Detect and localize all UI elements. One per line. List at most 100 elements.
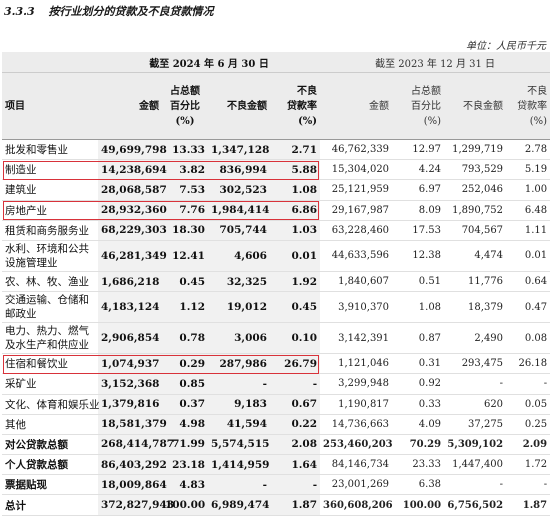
- cell-amount-current: 14,238,694: [98, 159, 167, 181]
- cell-share-prior: 4.09: [392, 414, 445, 435]
- cell-share-current: 23.18: [162, 454, 208, 476]
- cell-npl-amount-current: 5,574,515: [208, 433, 270, 456]
- cell-npl-rate-prior: 26.18: [506, 353, 551, 375]
- section-number: 3.3.3: [4, 5, 35, 18]
- header-npl-rate-line1: 不良: [527, 85, 548, 97]
- cell-npl-amount-prior: -: [444, 373, 507, 395]
- cell-share-current: 0.85: [162, 373, 208, 395]
- table-row: 制造业 14,238,694 3.82 836,994 5.88 15,304,020 4.…: [2, 159, 551, 181]
- cell-amount-current: 4,183,124: [98, 291, 162, 324]
- header-period-prior: 截至 2023 年 12 月 31 日: [320, 52, 551, 73]
- cell-npl-rate-prior: 0.08: [506, 322, 551, 355]
- cell-npl-rate-prior: 0.01: [506, 240, 551, 272]
- cell-npl-amount-current: 6,989,474: [208, 494, 270, 516]
- header-period-current: 截至 2024 年 6 月 30 日: [98, 52, 321, 73]
- cell-npl-amount-current: 1,414,959: [208, 454, 270, 476]
- cell-share-prior: 6.97: [392, 179, 445, 201]
- cell-npl-amount-prior: 1,447,400: [444, 454, 507, 476]
- cell-npl-rate-prior: -: [506, 373, 551, 395]
- cell-amount-current: 3,152,368: [98, 373, 162, 395]
- cell-amount-current: 49,699,798: [98, 139, 167, 161]
- header-npl-rate-unit: (%): [298, 115, 318, 127]
- row-label: 总计: [2, 494, 98, 516]
- cell-amount-prior: 15,304,020: [320, 159, 393, 181]
- cell-share-current: 7.53: [162, 179, 208, 201]
- cell-share-prior: 17.53: [392, 220, 445, 241]
- cell-npl-amount-current: 32,325: [208, 271, 270, 293]
- table-row: 住宿和餐饮业 1,074,937 0.29 287,986 26.79 1,121,046…: [2, 353, 551, 375]
- row-label: 个人贷款总额: [2, 454, 98, 476]
- cell-npl-rate-prior: 1.00: [506, 179, 551, 201]
- cell-amount-prior: 3,299,948: [320, 373, 393, 395]
- cell-npl-rate-prior: 2.09: [506, 433, 551, 456]
- header-share-unit: (%): [175, 115, 195, 127]
- cell-amount-prior: 29,167,987: [320, 200, 393, 221]
- cell-amount-current: 372,827,943: [98, 494, 174, 516]
- header-share-line2: 百分比: [170, 100, 200, 112]
- cell-share-prior: 0.87: [392, 322, 445, 355]
- cell-share-prior: 12.38: [392, 240, 445, 272]
- table-row: 票据贴现 18,009,864 4.83- -23,001,269 6.38- -: [2, 474, 551, 496]
- cell-share-current: 7.76: [162, 200, 208, 221]
- cell-npl-amount-prior: 18,379: [444, 291, 507, 324]
- cell-amount-prior: 25,121,959: [320, 179, 393, 201]
- cell-npl-rate-current: 0.01: [270, 240, 321, 272]
- cell-amount-prior: 44,633,596: [320, 240, 393, 272]
- row-label: 水利、环境和公共设施管理业: [2, 240, 98, 272]
- cell-npl-amount-prior: 37,275: [444, 414, 507, 435]
- header-amount-current: 金额: [98, 72, 162, 140]
- cell-share-prior: 70.29: [392, 433, 445, 456]
- cell-amount-prior: 46,762,339: [320, 139, 393, 161]
- table-row: 租赁和商务服务业 68,229,303 18.30 705,744 1.03 63,228…: [2, 220, 551, 241]
- cell-share-prior: 0.92: [392, 373, 445, 395]
- cell-npl-amount-prior: 2,490: [444, 322, 507, 355]
- header-share-line1: 占总额: [411, 85, 442, 97]
- cell-amount-current: 1,074,937: [98, 353, 162, 375]
- cell-amount-prior: 14,736,663: [320, 414, 393, 435]
- header-npl-rate-line2: 贷款率: [517, 100, 548, 112]
- cell-share-prior: 6.38: [392, 474, 445, 496]
- cell-amount-current: 46,281,349: [98, 240, 167, 272]
- cell-npl-amount-current: 705,744: [208, 220, 270, 241]
- cell-npl-amount-prior: 704,567: [444, 220, 507, 241]
- cell-npl-rate-current: 0.45: [270, 291, 321, 324]
- cell-npl-rate-current: 1.92: [270, 271, 321, 293]
- cell-share-current: 71.99: [162, 433, 208, 456]
- cell-share-current: 0.78: [162, 322, 208, 355]
- cell-npl-rate-current: 2.08: [270, 433, 321, 456]
- row-label: 电力、热力、燃气及水生产和供应业: [2, 322, 98, 355]
- cell-npl-amount-current: 41,594: [208, 414, 270, 435]
- cell-npl-rate-prior: 2.78: [506, 139, 551, 161]
- row-label: 批发和零售业: [2, 139, 98, 161]
- cell-amount-current: 18,009,864: [98, 474, 167, 496]
- cell-npl-rate-current: -: [270, 474, 321, 496]
- row-label: 其他: [2, 414, 98, 435]
- table-row: 批发和零售业 49,699,798 13.33 1,347,128 2.71 46,762…: [2, 139, 551, 161]
- table-row: 房地产业 28,932,360 7.76 1,984,414 6.86 29,167,98…: [2, 200, 551, 221]
- row-label: 票据贴现: [2, 474, 98, 496]
- cell-share-prior: 0.31: [392, 353, 445, 375]
- header-npl-rate-line1: 不良: [297, 85, 318, 97]
- cell-share-current: 1.12: [162, 291, 208, 324]
- header-share-current: 占总额 百分比 (%): [162, 72, 208, 140]
- row-label: 文化、体育和娱乐业: [2, 394, 100, 415]
- cell-share-prior: 100.00: [392, 494, 445, 516]
- cell-npl-amount-current: 1,347,128: [208, 139, 270, 161]
- header-share-line2: 百分比: [411, 100, 442, 112]
- cell-npl-rate-current: 26.79: [270, 353, 321, 375]
- cell-amount-current: 2,906,854: [98, 322, 162, 355]
- row-label: 制造业: [2, 159, 98, 181]
- cell-npl-amount-current: 287,986: [208, 353, 270, 375]
- cell-amount-current: 1,686,218: [98, 271, 162, 293]
- cell-share-current: 13.33: [162, 139, 208, 161]
- header-npl-rate-line2: 贷款率: [287, 100, 318, 112]
- header-blank: [2, 52, 98, 73]
- cell-npl-amount-current: 1,984,414: [208, 200, 270, 221]
- cell-share-current: 0.45: [162, 271, 208, 293]
- header-share-prior: 占总额 百分比 (%): [392, 72, 445, 140]
- cell-npl-rate-current: 0.22: [270, 414, 321, 435]
- cell-npl-rate-current: 5.88: [270, 159, 321, 181]
- cell-amount-prior: 253,460,203: [320, 433, 393, 456]
- header-npl-rate-unit: (%): [529, 115, 548, 127]
- table-row: 交通运输、仓储和邮政业 4,183,124 1.12 19,012 0.45 3,910,…: [2, 291, 551, 324]
